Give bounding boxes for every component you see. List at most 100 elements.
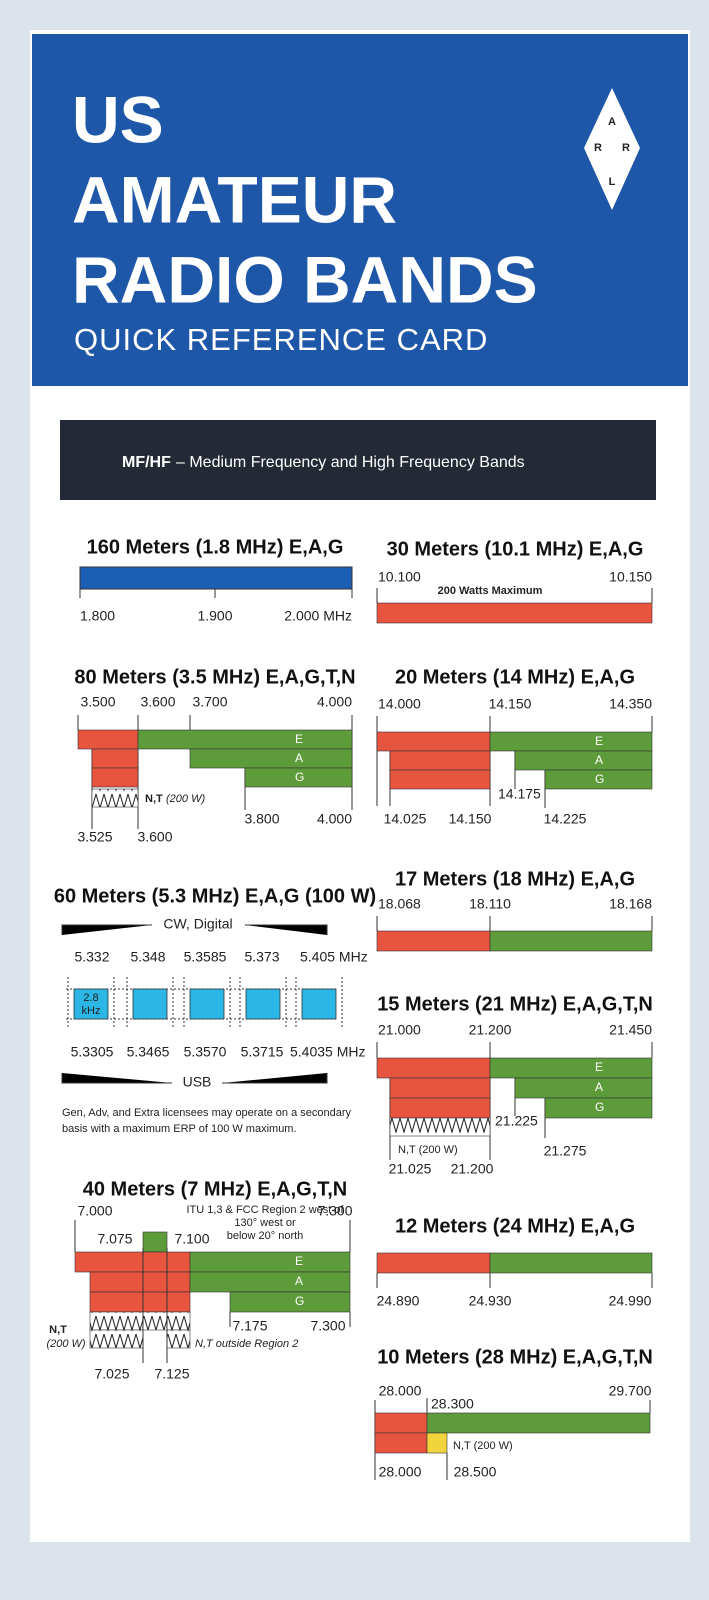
shape xyxy=(514,1077,653,1099)
freq: 7.175 xyxy=(232,1318,267,1334)
rule xyxy=(74,1220,351,1363)
privilege: G xyxy=(295,1294,304,1308)
shape xyxy=(374,1432,428,1454)
shape xyxy=(389,1097,491,1119)
shape xyxy=(79,566,353,590)
rule xyxy=(376,588,653,603)
freq: 5.3715 xyxy=(241,1044,284,1060)
freq: 2.000 MHz xyxy=(284,608,352,624)
section-code: MF/HF xyxy=(122,454,171,471)
rule xyxy=(61,924,328,935)
shape xyxy=(32,34,688,386)
freq: 3.800 xyxy=(244,811,279,827)
freq: 21.000 xyxy=(378,1022,421,1038)
freq: 21.225 xyxy=(495,1113,538,1129)
band-title: 15 Meters (21 MHz) E,A,G,T,N xyxy=(377,993,653,1015)
shape xyxy=(376,602,653,624)
note: N,T xyxy=(145,793,163,805)
logo-letter: R xyxy=(622,142,630,154)
band-title: 40 Meters (7 MHz) E,A,G,T,N xyxy=(83,1178,348,1200)
shape xyxy=(244,767,353,788)
freq: 10.150 xyxy=(609,569,652,585)
section-title: – Medium Frequency and High Frequency Ba… xyxy=(176,454,525,471)
privilege: E xyxy=(595,1060,603,1074)
note: N,T (200 W) xyxy=(453,1440,513,1452)
band-title: 10 Meters (28 MHz) E,A,G,T,N xyxy=(377,1346,653,1368)
note: 130° west or xyxy=(234,1217,296,1229)
logo xyxy=(584,88,640,210)
freq: 21.275 xyxy=(544,1143,587,1159)
shape xyxy=(74,1251,191,1273)
freq: 14.225 xyxy=(544,811,587,827)
shape xyxy=(389,1077,491,1099)
note: N,T xyxy=(49,1324,67,1336)
shape xyxy=(544,1097,653,1119)
freq: 7.075 xyxy=(97,1231,132,1247)
freq: 24.890 xyxy=(377,1293,420,1309)
freq: 28.300 xyxy=(431,1396,474,1412)
logo-letter: L xyxy=(609,176,616,188)
freq: 7.300 xyxy=(317,1203,352,1219)
privilege: A xyxy=(595,1080,603,1094)
shape xyxy=(376,731,491,752)
note: 2.8 xyxy=(83,992,98,1004)
freq: 21.450 xyxy=(609,1022,652,1038)
freq: 5.405 MHz xyxy=(300,949,368,965)
freq: 14.150 xyxy=(489,696,532,712)
freq: 4.000 xyxy=(317,811,352,827)
note: N,T (200 W) xyxy=(398,1144,458,1156)
freq: 10.100 xyxy=(378,569,421,585)
privilege: E xyxy=(595,734,603,748)
shape xyxy=(91,767,139,788)
freq: 5.3305 xyxy=(71,1044,114,1060)
freq: 5.373 xyxy=(244,949,279,965)
freq: 3.525 xyxy=(77,829,112,845)
freq: 28.500 xyxy=(454,1464,497,1480)
freq: 14.000 xyxy=(378,696,421,712)
shape xyxy=(389,1117,491,1137)
band-title: 160 Meters (1.8 MHz) E,A,G xyxy=(87,536,344,558)
shape xyxy=(73,988,109,1020)
note: ITU 1,3 & FCC Region 2 west of xyxy=(186,1204,344,1216)
privilege: A xyxy=(295,1274,303,1288)
shape xyxy=(229,1291,351,1313)
freq: 18.110 xyxy=(469,896,511,912)
title-line: RADIO BANDS xyxy=(72,242,538,316)
freq: 1.800 xyxy=(80,608,115,624)
privilege: E xyxy=(295,1254,303,1268)
note: Gen, Adv, and Extra licensees may operat… xyxy=(62,1107,352,1119)
freq: 14.150 xyxy=(449,811,492,827)
freq: 28.000 xyxy=(379,1464,422,1480)
shape xyxy=(166,1329,191,1349)
shape xyxy=(376,1057,491,1079)
logo-letter: A xyxy=(608,116,616,128)
shape xyxy=(489,731,653,752)
shape xyxy=(389,769,491,790)
freq: 5.3585 xyxy=(184,949,227,965)
shape xyxy=(189,1271,351,1293)
shape xyxy=(374,1412,428,1434)
privilege: A xyxy=(595,753,603,767)
shape xyxy=(91,788,139,808)
shape xyxy=(426,1412,651,1434)
band-title: 80 Meters (3.5 MHz) E,A,G,T,N xyxy=(74,666,355,688)
rule xyxy=(376,1273,653,1288)
shape xyxy=(89,1329,144,1349)
freq: 24.990 xyxy=(609,1293,652,1309)
shape xyxy=(376,930,491,952)
note: basis with a maximum ERP of 100 W maximu… xyxy=(62,1123,297,1135)
shape xyxy=(514,750,653,771)
freq: 5.4035 MHz xyxy=(290,1044,365,1060)
freq: 18.068 xyxy=(378,896,421,912)
shape xyxy=(426,1432,448,1454)
logo-letter: R xyxy=(594,142,602,154)
shape xyxy=(89,1311,191,1331)
note: N,T outside Region 2 xyxy=(195,1338,298,1350)
privilege: A xyxy=(295,751,303,765)
freq: 4.000 xyxy=(317,694,352,710)
note: CW, Digital xyxy=(163,916,232,932)
group: A R R L xyxy=(594,116,630,188)
freq: 1.900 xyxy=(197,608,232,624)
freq: 7.300 xyxy=(310,1318,345,1334)
